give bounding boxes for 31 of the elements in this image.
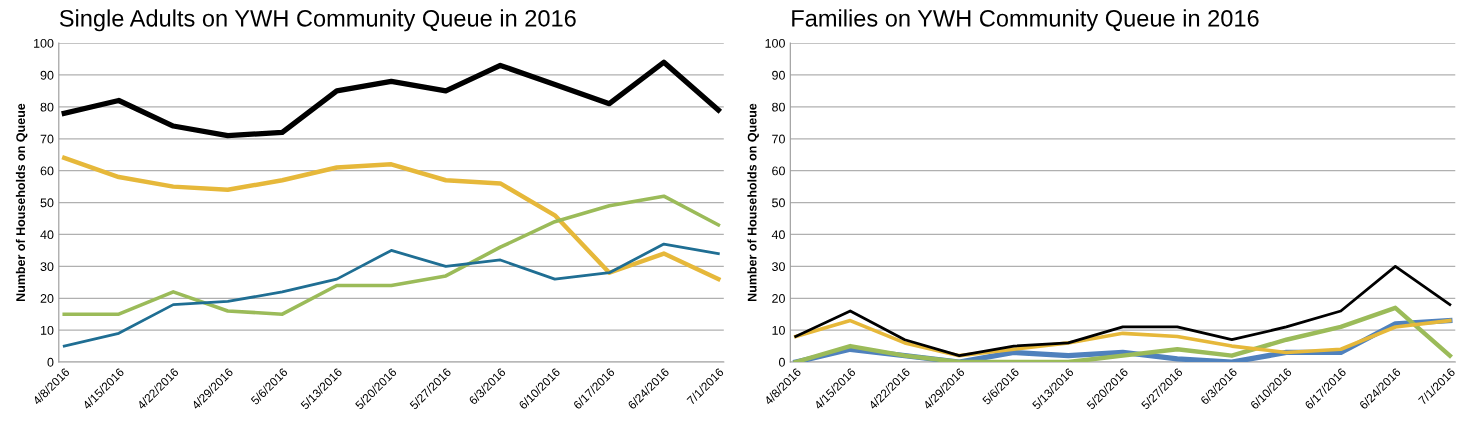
y-axis-title: Number of Households on Queue bbox=[15, 103, 28, 302]
y-tick-label: 30 bbox=[772, 262, 785, 272]
y-tick-label: 40 bbox=[771, 230, 785, 240]
line-series bbox=[62, 194, 721, 317]
chart-title: Single Adults on YWH Community Queue in 2016 bbox=[59, 9, 576, 32]
y-tick-label: 70 bbox=[40, 134, 54, 144]
line-series bbox=[62, 242, 720, 348]
line-series bbox=[62, 155, 721, 282]
y-tick-label: 0 bbox=[778, 357, 785, 367]
line-series bbox=[793, 305, 1453, 363]
y-tick-label: 90 bbox=[40, 70, 54, 80]
y-tick-label: 10 bbox=[772, 325, 785, 335]
y-tick-label: 30 bbox=[40, 262, 54, 272]
y-tick-label: 90 bbox=[772, 70, 785, 80]
y-tick-label: 40 bbox=[40, 230, 54, 240]
y-tick-label: 20 bbox=[772, 294, 785, 303]
y-tick-label: 80 bbox=[40, 102, 54, 112]
y-axis-title: Number of Households on Queue bbox=[747, 103, 759, 302]
y-tick-label: 10 bbox=[40, 325, 54, 335]
y-tick-label: 20 bbox=[40, 294, 54, 303]
y-tick-label: 70 bbox=[772, 134, 785, 144]
y-tick-label: 50 bbox=[40, 198, 54, 208]
y-tick-label: 60 bbox=[772, 166, 785, 176]
y-tick-label: 60 bbox=[40, 166, 54, 176]
y-tick-label: 80 bbox=[772, 102, 785, 112]
chart-title: Families on YWH Community Queue in 2016 bbox=[792, 9, 1259, 32]
y-tick-label: 50 bbox=[772, 198, 785, 208]
y-tick-label: 100 bbox=[765, 38, 785, 48]
line-series bbox=[794, 264, 1452, 358]
y-tick-label: 100 bbox=[34, 38, 54, 48]
y-tick-label: 0 bbox=[47, 357, 54, 367]
